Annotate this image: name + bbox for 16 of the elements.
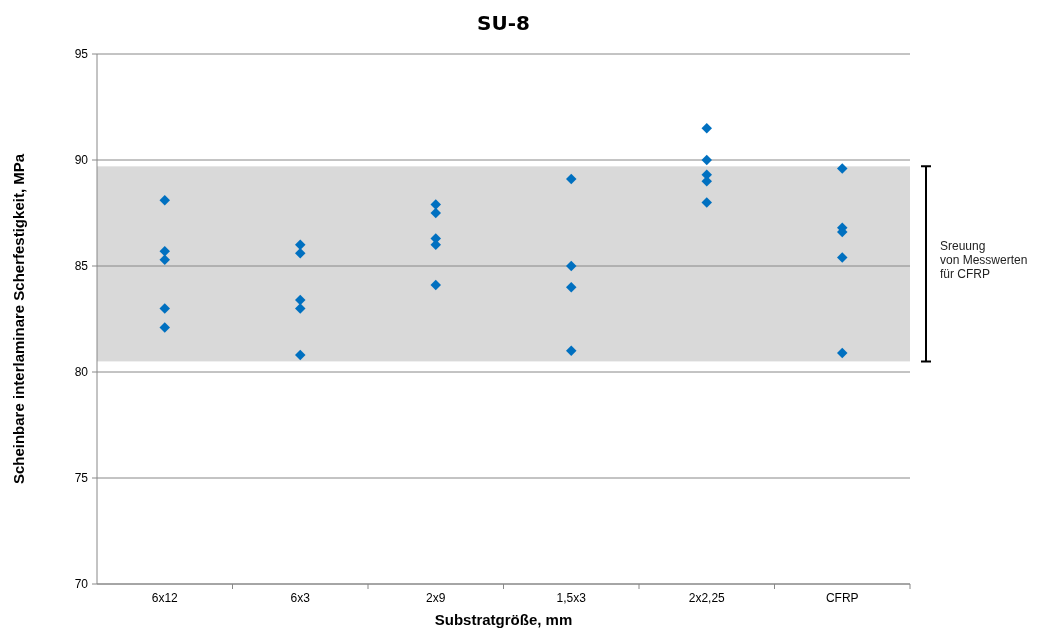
y-tick-label: 95 [74, 47, 89, 62]
x-tick-label: 1,5x3 [556, 591, 587, 605]
y-tick-label: 70 [74, 577, 89, 592]
x-tick-label: 6x12 [151, 591, 179, 605]
x-tick-label: 6x3 [290, 591, 311, 605]
y-tick-label: 85 [74, 259, 89, 274]
chart-title: SU-8 [477, 11, 530, 35]
x-axis-title: Substratgröße, mm [434, 611, 573, 628]
x-tick-label: 2x9 [426, 591, 446, 605]
y-tick-label: 80 [74, 365, 89, 380]
x-tick-label: 2x2,25 [688, 591, 726, 605]
y-axis-title: Scheinbare interlaminare Scherfestigkeit, MPa [10, 153, 27, 485]
y-tick-label: 90 [74, 153, 89, 168]
y-tick-label: 75 [74, 471, 89, 486]
band-label: Sreuung von Messwerten für CFRP [940, 238, 1028, 281]
x-tick-label: CFRP [825, 591, 859, 605]
